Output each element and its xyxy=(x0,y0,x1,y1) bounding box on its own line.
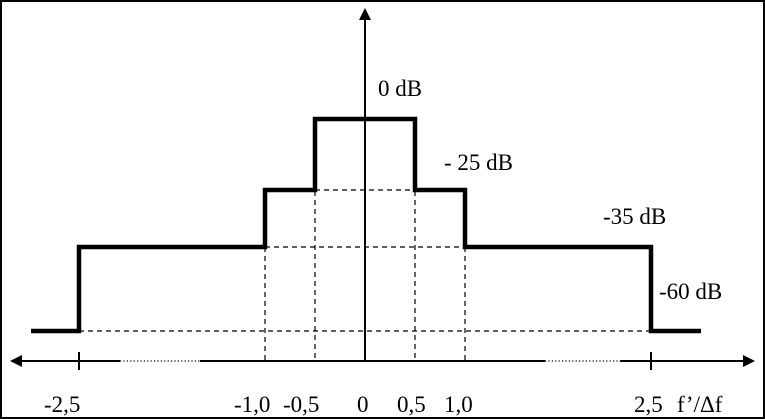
label-35-db: -35 dB xyxy=(603,204,666,229)
tick-label-2-5: 2,5 xyxy=(634,392,663,417)
x-axis-label: f’/Δf xyxy=(677,392,723,417)
tick-label-1-0: 1,0 xyxy=(444,392,473,417)
tick-label-0-5: 0,5 xyxy=(397,392,426,417)
label-60-db: -60 dB xyxy=(659,279,722,304)
tick-label-0: 0 xyxy=(357,392,369,417)
tick-label-minus-0-5: -0,5 xyxy=(283,392,319,417)
tick-label-minus-2-5: -2,5 xyxy=(44,392,80,417)
tick-label-minus-1-0: -1,0 xyxy=(234,392,270,417)
label-25-db: - 25 dB xyxy=(444,150,513,175)
label-0-db: 0 dB xyxy=(378,76,422,101)
spectrum-mask-line xyxy=(31,116,701,334)
